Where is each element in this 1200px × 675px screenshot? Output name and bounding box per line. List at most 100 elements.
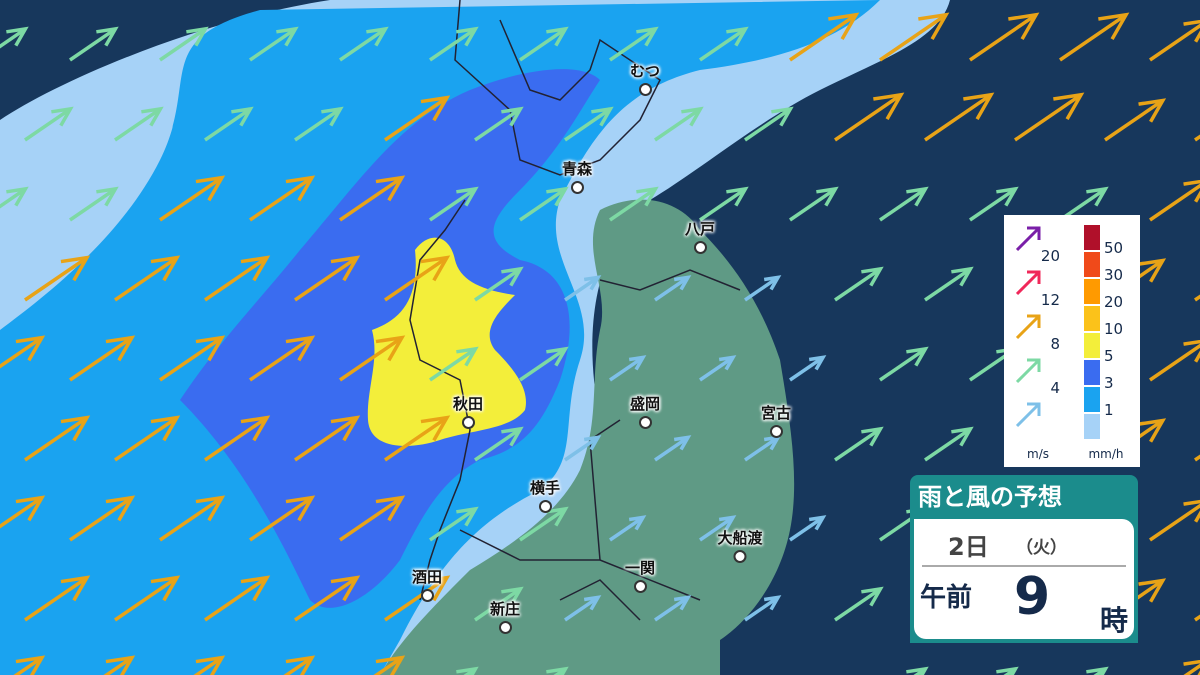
wind-arrow — [1059, 186, 1109, 222]
wind-arrow — [0, 186, 29, 209]
wind-arrow — [114, 415, 181, 462]
wind-arrow — [654, 435, 692, 462]
wind-arrow — [0, 335, 46, 369]
wind-arrow — [339, 495, 406, 542]
wind-arrow — [69, 335, 136, 382]
city-dot-icon — [420, 589, 434, 602]
rain-legend-label: 20 — [1104, 293, 1124, 311]
wind-arrow — [69, 495, 136, 542]
forecast-date: 2日 — [948, 533, 989, 561]
wind-arrow — [283, 655, 316, 675]
wind-arrow — [1149, 179, 1200, 222]
forecast-hour: 9 — [1014, 567, 1051, 627]
rain-legend-label: 5 — [1104, 347, 1114, 365]
rain-legend-label: 10 — [1104, 320, 1124, 338]
wind-arrow — [159, 175, 226, 222]
wind-arrow-icon — [1015, 226, 1041, 252]
wind-arrow — [906, 666, 929, 675]
wind-legend-item: 20 — [1006, 223, 1070, 265]
wind-arrow — [519, 186, 569, 222]
wind-arrow — [204, 415, 271, 462]
city-label: 宮古 — [760, 404, 792, 422]
city-label: 大船渡 — [717, 529, 763, 547]
wind-arrow — [193, 655, 226, 675]
forecast-hour-unit: 時 — [1100, 604, 1129, 637]
city-marker: 八戸 — [685, 218, 715, 254]
wind-arrow — [519, 346, 569, 382]
wind-arrow — [1104, 98, 1167, 142]
city-marker: 横手 — [530, 477, 560, 513]
wind-arrow — [834, 266, 884, 302]
wind-arrow — [24, 106, 74, 142]
rain-legend-label: 30 — [1104, 266, 1124, 284]
wind-legend-item: 4 — [1006, 355, 1070, 397]
wind-arrow — [834, 426, 884, 462]
wind-arrow — [159, 26, 209, 62]
wind-arrow — [159, 335, 226, 382]
wind-arrow — [339, 335, 406, 382]
city-marker: 一関 — [625, 557, 655, 593]
wind-arrow — [744, 595, 782, 622]
wind-arrow — [1149, 339, 1200, 382]
wind-arrow — [0, 495, 46, 529]
wind-arrow — [699, 26, 749, 62]
wind-arrow — [654, 275, 692, 302]
wind-arrow — [294, 255, 361, 302]
city-marker: 宮古 — [761, 402, 791, 438]
wind-arrow — [294, 415, 361, 462]
wind-arrow — [789, 186, 839, 222]
city-label: 八戸 — [684, 220, 716, 238]
city-dot-icon — [693, 241, 707, 254]
rain-area-5 — [367, 237, 526, 446]
city-dot-icon — [769, 425, 783, 438]
wind-arrow — [429, 346, 479, 382]
rain-legend-swatch — [1084, 414, 1100, 439]
city-marker: 秋田 — [453, 393, 483, 429]
wind-arrow — [834, 586, 884, 622]
wind-arrow — [1194, 134, 1200, 142]
wind-arrow — [114, 106, 164, 142]
rain-legend-swatch — [1084, 252, 1100, 277]
forecast-ampm: 午前 — [920, 583, 973, 613]
city-label: むつ — [629, 62, 661, 80]
rain-legend-swatch — [1084, 306, 1100, 331]
wind-arrow — [204, 106, 254, 142]
wind-arrow — [564, 106, 614, 142]
city-dot-icon — [538, 500, 552, 513]
wind-arrow — [384, 575, 451, 622]
wind-arrow — [564, 435, 602, 462]
wind-arrow — [519, 26, 569, 62]
wind-arrow — [474, 106, 524, 142]
wind-arrow — [1059, 12, 1130, 62]
wind-arrow — [609, 186, 659, 222]
city-label: 横手 — [529, 479, 561, 497]
city-marker: 盛岡 — [630, 393, 660, 429]
city-marker: 新庄 — [490, 598, 520, 634]
wind-arrow — [159, 495, 226, 542]
rain-legend-label: 50 — [1104, 239, 1124, 257]
wind-arrow — [204, 575, 271, 622]
wind-arrow — [699, 355, 737, 382]
rain-legend-swatch — [1084, 279, 1100, 304]
wind-legend-label: 20 — [1040, 247, 1060, 265]
wind-arrow — [564, 275, 602, 302]
city-label: 青森 — [561, 160, 593, 178]
city-marker: 酒田 — [412, 566, 442, 602]
city-dot-icon — [498, 621, 512, 634]
wind-arrow — [879, 12, 950, 62]
wind-arrow — [699, 186, 749, 222]
wind-arrow — [744, 275, 782, 302]
wind-arrow — [1194, 614, 1200, 622]
city-marker: 大船渡 — [717, 527, 763, 563]
wind-legend-label: 8 — [1050, 335, 1060, 353]
city-dot-icon — [461, 416, 475, 429]
wind-arrow — [564, 595, 602, 622]
wind-legend-item: 12 — [1006, 267, 1070, 309]
rain-legend-label: 3 — [1104, 374, 1114, 392]
wind-arrow — [834, 92, 905, 142]
wind-legend-label: 12 — [1040, 291, 1060, 309]
wind-arrow — [996, 666, 1019, 675]
rain-legend-label: 1 — [1104, 401, 1114, 419]
wind-arrow-icon — [1015, 270, 1041, 296]
wind-arrow — [546, 666, 569, 675]
